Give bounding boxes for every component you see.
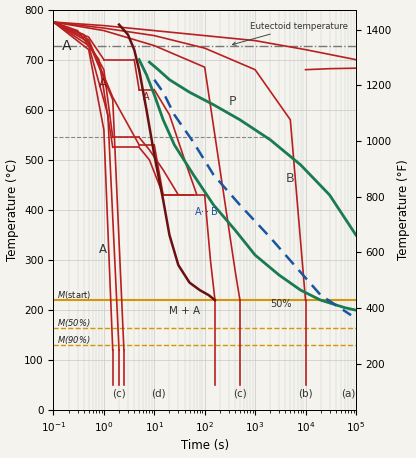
- Text: (b): (b): [298, 388, 313, 398]
- Text: Eutectoid temperature: Eutectoid temperature: [233, 22, 348, 45]
- Text: $M$(90%): $M$(90%): [57, 334, 90, 346]
- Text: B: B: [285, 172, 294, 185]
- X-axis label: Time (s): Time (s): [181, 439, 229, 453]
- Text: A: A: [99, 243, 107, 256]
- Text: A: A: [62, 38, 72, 53]
- Text: (c): (c): [233, 388, 247, 398]
- Y-axis label: Temperature (°C): Temperature (°C): [5, 159, 19, 261]
- Text: M + A: M + A: [169, 306, 201, 316]
- Text: (a): (a): [341, 388, 355, 398]
- Text: (d): (d): [151, 388, 166, 398]
- Text: A: A: [99, 77, 107, 90]
- Text: 50%: 50%: [270, 299, 292, 309]
- Text: $M$(start): $M$(start): [57, 289, 91, 301]
- Text: $M$(50%): $M$(50%): [57, 316, 90, 329]
- Text: A: A: [143, 92, 150, 102]
- Y-axis label: Temperature (°F): Temperature (°F): [397, 159, 411, 260]
- Text: P: P: [229, 95, 236, 108]
- Text: A$\cdot\cdot$B: A$\cdot\cdot$B: [193, 205, 218, 217]
- Text: (c): (c): [112, 388, 126, 398]
